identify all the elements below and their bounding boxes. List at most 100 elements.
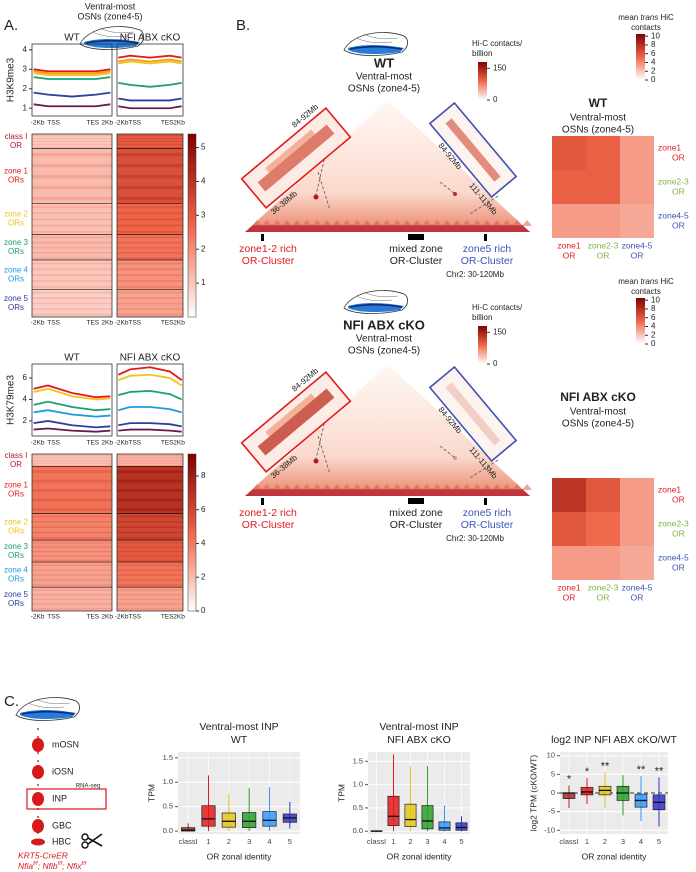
matrix-subtitle: OSNs (zone4-5) [562, 419, 634, 430]
x-tick-label: 2Kb [101, 614, 113, 621]
profile-line [33, 427, 111, 433]
colorbar-label: 2 [201, 244, 206, 253]
heatmap-texture [117, 574, 183, 576]
y-tick-label: 2 [23, 416, 28, 425]
heatmap-texture [117, 257, 183, 259]
colorbar-label: 0 [493, 95, 498, 104]
y-axis-label: log2 TPM (cKO/WT) [528, 755, 538, 832]
profile-line [118, 389, 183, 401]
profile-line [33, 384, 111, 399]
lineage-label: mOSN [52, 739, 79, 749]
box [438, 821, 451, 831]
cluster-label: OR-Cluster [390, 519, 443, 531]
hic-domain [442, 220, 452, 226]
matrix-col-label: zone1 [557, 240, 580, 250]
heatmap-texture [117, 212, 183, 215]
inset-frame [428, 365, 518, 463]
section-subtitle: OSNs (zone4-5) [348, 84, 420, 95]
row-label: zone 4 [4, 266, 29, 275]
x-axis-label: OR zonal identity [387, 851, 452, 861]
y-tick-label: 1.0 [163, 777, 173, 786]
hic-domain [292, 484, 302, 490]
x-tick-label: 2Kb [101, 120, 113, 127]
profile-line [118, 82, 182, 88]
hic-domain [262, 484, 272, 490]
hic-domain [522, 484, 532, 490]
heatmap-texture [32, 574, 112, 576]
y-tick-label: 2 [23, 84, 28, 93]
colorbar-label: 3 [201, 210, 206, 219]
connector [317, 171, 331, 211]
hic-domain [272, 484, 282, 490]
matrix-cell [552, 478, 586, 512]
cluster-label: OR-Cluster [242, 519, 295, 531]
row-label: zone 4 [4, 565, 29, 574]
heatmap-texture [117, 297, 183, 299]
colorbar-label: 4 [201, 539, 206, 548]
matrix-cell [620, 512, 654, 546]
box [455, 822, 468, 831]
colorbar-label: 6 [651, 49, 656, 58]
heatmap-texture [32, 218, 112, 221]
heatmap-texture [32, 465, 112, 466]
x-tick-label: -2Kb [31, 614, 45, 621]
x-tick-label: classI [179, 837, 198, 846]
connector [439, 445, 456, 459]
heatmap-texture [117, 542, 183, 544]
heatmap-texture [117, 526, 183, 529]
matrix-row-label: zone4-5 [658, 552, 689, 562]
hic-domain [392, 484, 402, 490]
heatmap-texture [32, 224, 112, 227]
colorbar-label: 8 [201, 471, 206, 480]
x-tick-label: TES [86, 614, 99, 621]
heatmap-texture [117, 498, 183, 502]
hic-domain [252, 220, 262, 226]
cluster-marker [261, 234, 264, 241]
chromosome-label: Chr2: 30-120Mb [446, 534, 504, 543]
heatmap-texture [32, 252, 112, 254]
heatmap-texture [32, 274, 112, 277]
colorbar-label: 2 [651, 330, 656, 339]
heatmap-texture [32, 230, 112, 233]
profile-line [117, 366, 183, 381]
matrix-cell [586, 478, 620, 512]
profile-frame [116, 43, 184, 117]
x-tick-label: -2Kb [31, 120, 45, 127]
heatmap-texture [32, 555, 112, 557]
heatmap-texture [32, 297, 112, 299]
box [580, 787, 594, 796]
y-axis-label: TPM [146, 784, 156, 802]
heatmap-texture [117, 274, 183, 277]
heatmap-texture [117, 598, 183, 601]
hic-domain [372, 484, 382, 490]
profile-frame [31, 43, 113, 117]
scissors [81, 841, 89, 849]
legend-title: Hi-C contacts/ [472, 39, 523, 48]
row-label: zone 1 [4, 481, 29, 490]
cluster-label: mixed zone [389, 243, 443, 255]
heatmap-texture [117, 579, 183, 581]
profile-line [33, 400, 111, 412]
colorbar [636, 34, 645, 80]
profile-line [118, 97, 182, 102]
heatmap-texture [32, 174, 112, 179]
cluster-marker [408, 234, 424, 240]
legend-title: contacts [631, 23, 661, 32]
row-label: ORs [8, 303, 24, 312]
x-tick-label: 1 [206, 837, 210, 846]
heatmap-texture [32, 262, 112, 265]
heatmap-texture [32, 135, 112, 137]
matrix-cell [552, 204, 586, 238]
colorbar [478, 326, 487, 364]
x-axis-label: OR zonal identity [582, 851, 647, 861]
colorbar [636, 298, 645, 344]
heatmap-texture [32, 546, 112, 548]
matrix-cell [620, 546, 654, 580]
colorbar-label: 0 [493, 359, 498, 368]
inset-signal [445, 382, 501, 446]
heatmap-texture [117, 286, 183, 288]
inset-signal [265, 393, 316, 437]
heatmap-texture [32, 579, 112, 581]
colorbar-label: 8 [651, 304, 656, 313]
matrix-row-label: OR [672, 562, 685, 572]
